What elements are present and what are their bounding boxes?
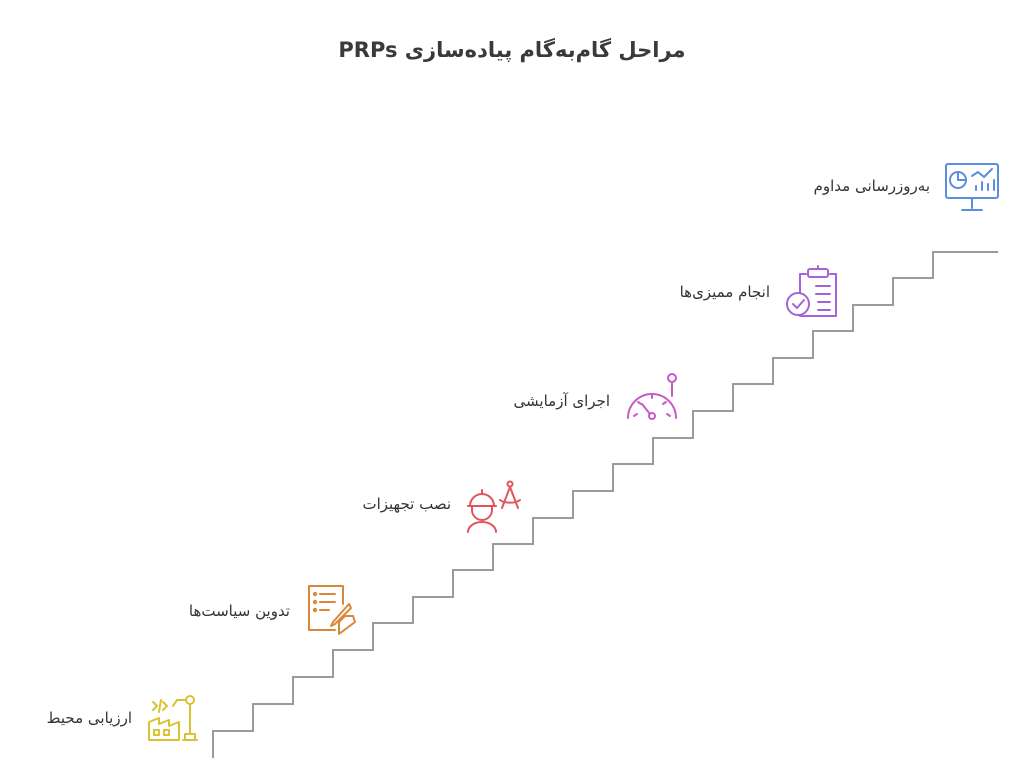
document-writing-hand-icon xyxy=(308,585,356,635)
step-label-assessment: ارزیابی محیط xyxy=(46,709,132,727)
step-label-continuous-update: به‌روزرسانی مداوم xyxy=(813,177,930,195)
diagram-title: مراحل گام‌به‌گام پیاده‌سازی PRPs xyxy=(338,38,686,62)
staircase-line xyxy=(212,251,998,758)
step-label-audits: انجام ممیزی‌ها xyxy=(679,283,770,301)
clipboard-check-icon xyxy=(786,265,837,317)
step-label-equipment-installation: نصب تجهیزات xyxy=(362,495,451,513)
engineer-compass-icon xyxy=(467,480,521,533)
factory-robot-arm-icon xyxy=(148,695,198,741)
step-label-policy-drafting: تدوین سیاست‌ها xyxy=(188,602,290,620)
gauge-meter-icon xyxy=(627,373,677,420)
monitor-dashboard-icon xyxy=(945,163,999,211)
step-label-pilot-run: اجرای آزمایشی xyxy=(513,392,610,410)
